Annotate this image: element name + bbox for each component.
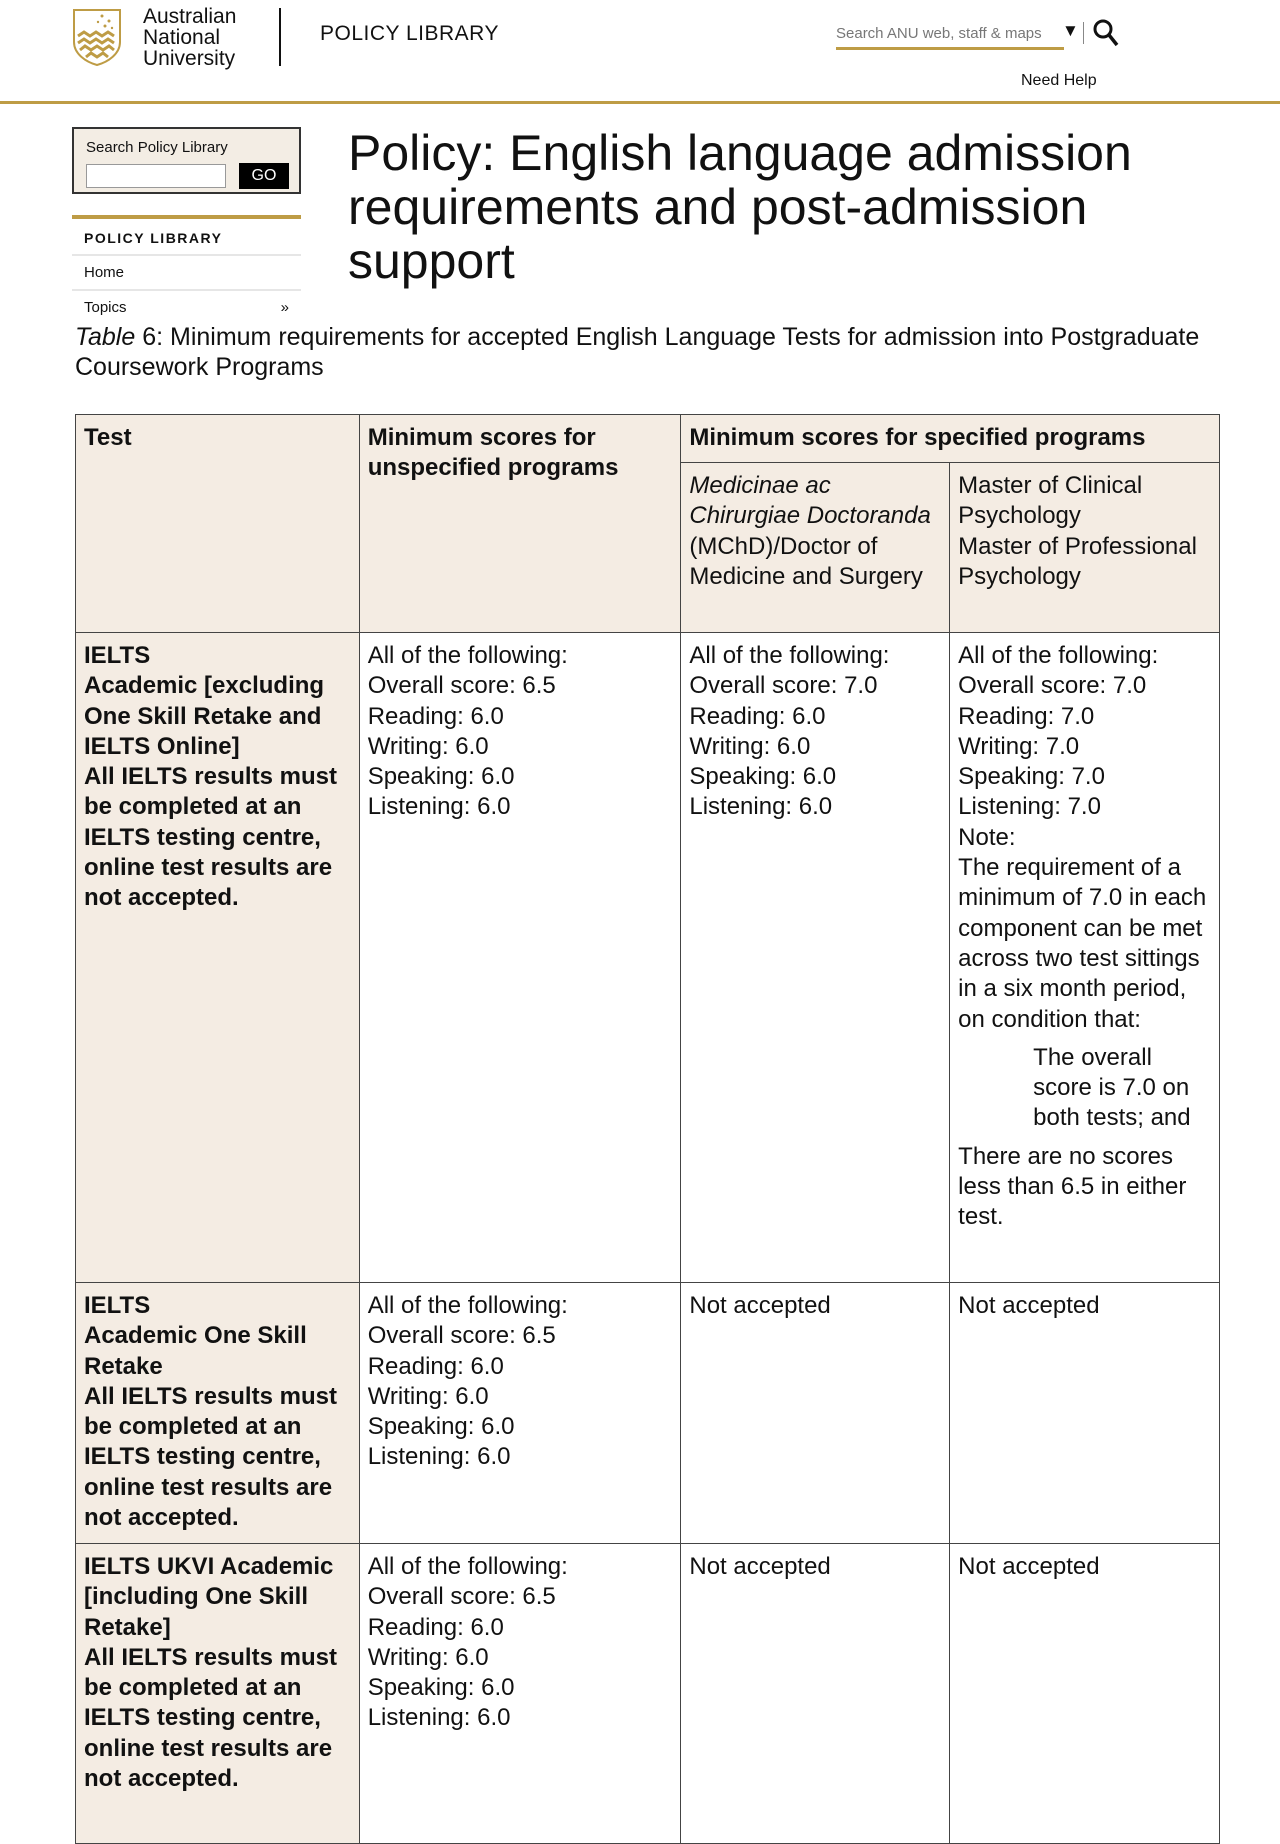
unspecified-cell: All of the following: Overall score: 6.5 R… (358, 632, 682, 1283)
cell-line: Not accepted (958, 1553, 1100, 1580)
cell-line: Listening: 6.0 (367, 793, 511, 821)
header-rule (0, 101, 1280, 104)
need-help-link[interactable]: Need Help (1021, 72, 1097, 89)
cell-line: Reading: 6.0 (367, 702, 504, 730)
cell-line: All IELTS results must be completed at a… (84, 763, 337, 912)
table-row: IELTS UKVI Academic [including One Skill… (75, 1543, 1220, 1844)
psychology-cell: All of the following: Overall score: 7.0 R… (949, 632, 1220, 1283)
site-title[interactable]: POLICY LIBRARY (320, 22, 499, 45)
mchd-cell: Not accepted (680, 1282, 951, 1544)
table-row: IELTS Academic [excluding One Skill Retak… (75, 632, 1220, 1283)
cell-line: Speaking: 6.0 (689, 763, 837, 791)
cell-line: Overall score: 6.5 (367, 1322, 556, 1350)
chevron-double-right-icon[interactable]: » (280, 299, 289, 316)
cell-line: IELTS (84, 1292, 151, 1319)
header-unspecified: Minimum scores for unspecified programs (358, 414, 682, 633)
search-label: Search Policy Library (86, 139, 228, 156)
cell-line: Writing: 6.0 (367, 1382, 489, 1410)
psychology-cell: Not accepted (949, 1282, 1220, 1544)
cell-line: Writing: 6.0 (367, 1643, 489, 1671)
cell-line: IELTS UKVI Academic [including One Skill… (84, 1553, 334, 1641)
global-search-input[interactable] (836, 20, 1064, 50)
header-divider (279, 8, 281, 66)
cell-line: Listening: 6.0 (367, 1443, 511, 1471)
psychology-cell: Not accepted (949, 1543, 1220, 1844)
sidebar-item-home[interactable]: Home (72, 256, 301, 291)
requirements-table: Test Minimum scores for unspecified prog… (75, 414, 1220, 1844)
header-psychology: Master of Clinical Psychology Master of P… (949, 462, 1220, 633)
cell-line: Writing: 7.0 (958, 732, 1080, 760)
anu-logo[interactable] (72, 8, 122, 66)
sidebar-heading: POLICY LIBRARY (72, 224, 301, 256)
cell-line: All of the following: (958, 642, 1159, 669)
sidebar-rule (72, 215, 301, 219)
cell-line: All of the following: (367, 642, 568, 669)
condition-item: The overall score is 7.0 on both tests; … (1033, 1043, 1191, 1132)
search-icon[interactable] (1092, 18, 1120, 48)
caret-down-icon[interactable]: ▼ (1062, 21, 1079, 40)
cell-line: Reading: 7.0 (958, 702, 1095, 730)
cell-line: Reading: 6.0 (367, 1613, 504, 1641)
cell-line: Speaking: 6.0 (367, 1674, 515, 1702)
cell-line: Not accepted (958, 1292, 1100, 1319)
cell-line: Overall score: 6.5 (367, 672, 556, 700)
sidebar-nav: POLICY LIBRARY Home Topics» (72, 224, 301, 324)
cell-line: All of the following: (367, 1292, 568, 1319)
header-specified: Minimum scores for specified programs (680, 414, 1220, 463)
cell-line: IELTS (84, 642, 151, 669)
cell-line: Academic [excluding One Skill Retake and… (84, 672, 325, 760)
cell-line: Listening: 7.0 (958, 793, 1101, 821)
cell-line: Listening: 6.0 (367, 1704, 511, 1732)
cell-line: Overall score: 7.0 (689, 672, 878, 700)
condition-item: There are no scores less than 6.5 in eit… (958, 1142, 1187, 1231)
cell-line: All of the following: (689, 642, 890, 669)
unspecified-cell: All of the following: Overall score: 6.5 R… (358, 1543, 682, 1844)
cell-line: Note: (958, 823, 1016, 851)
cell-line: Reading: 6.0 (367, 1352, 504, 1380)
mchd-cell: All of the following: Overall score: 7.0 R… (680, 632, 951, 1283)
header-test: Test (75, 414, 360, 633)
cell-line: Overall score: 6.5 (367, 1583, 556, 1611)
cell-line: Academic One Skill Retake (84, 1322, 307, 1380)
cell-line: Speaking: 7.0 (958, 763, 1105, 791)
header-mchd: Medicinae ac Chirurgiae Doctoranda (MChD… (680, 462, 951, 633)
cell-line: Listening: 6.0 (689, 793, 833, 821)
cell-line: Speaking: 6.0 (367, 1413, 515, 1441)
table-row: IELTS Academic One Skill Retake All IELTS … (75, 1282, 1220, 1544)
cell-line: Writing: 6.0 (689, 732, 811, 760)
sidebar-item-topics[interactable]: Topics» (84, 299, 289, 316)
table-caption: Table 6: Minimum requirements for accept… (75, 323, 1200, 381)
cell-line: Not accepted (689, 1292, 831, 1319)
cell-line: Not accepted (689, 1553, 831, 1580)
cell-line: All IELTS results must be completed at a… (84, 1382, 337, 1532)
policy-search-box: Search Policy Library GO (72, 127, 301, 194)
policy-search-input[interactable] (86, 164, 226, 188)
cell-line: The requirement of a minimum of 7.0 in e… (958, 854, 1207, 1033)
cell-line: Overall score: 7.0 (958, 672, 1147, 700)
test-cell: IELTS Academic One Skill Retake All IELTS … (75, 1282, 360, 1544)
cell-line: All IELTS results must be completed at a… (84, 1643, 337, 1793)
test-cell: IELTS UKVI Academic [including One Skill… (75, 1543, 360, 1844)
page-title: Policy: English language admission requi… (348, 125, 1132, 289)
unspecified-cell: All of the following: Overall score: 6.5 R… (358, 1282, 682, 1544)
cell-line: Writing: 6.0 (367, 732, 489, 760)
go-button[interactable]: GO (239, 163, 289, 189)
cell-line: All of the following: (367, 1553, 568, 1580)
cell-line: Speaking: 6.0 (367, 763, 515, 791)
divider (1083, 22, 1084, 44)
cell-line: Reading: 6.0 (689, 702, 826, 730)
university-name: Australian National University (143, 5, 237, 70)
test-cell: IELTS Academic [excluding One Skill Retak… (75, 632, 360, 1283)
mchd-cell: Not accepted (680, 1543, 951, 1844)
